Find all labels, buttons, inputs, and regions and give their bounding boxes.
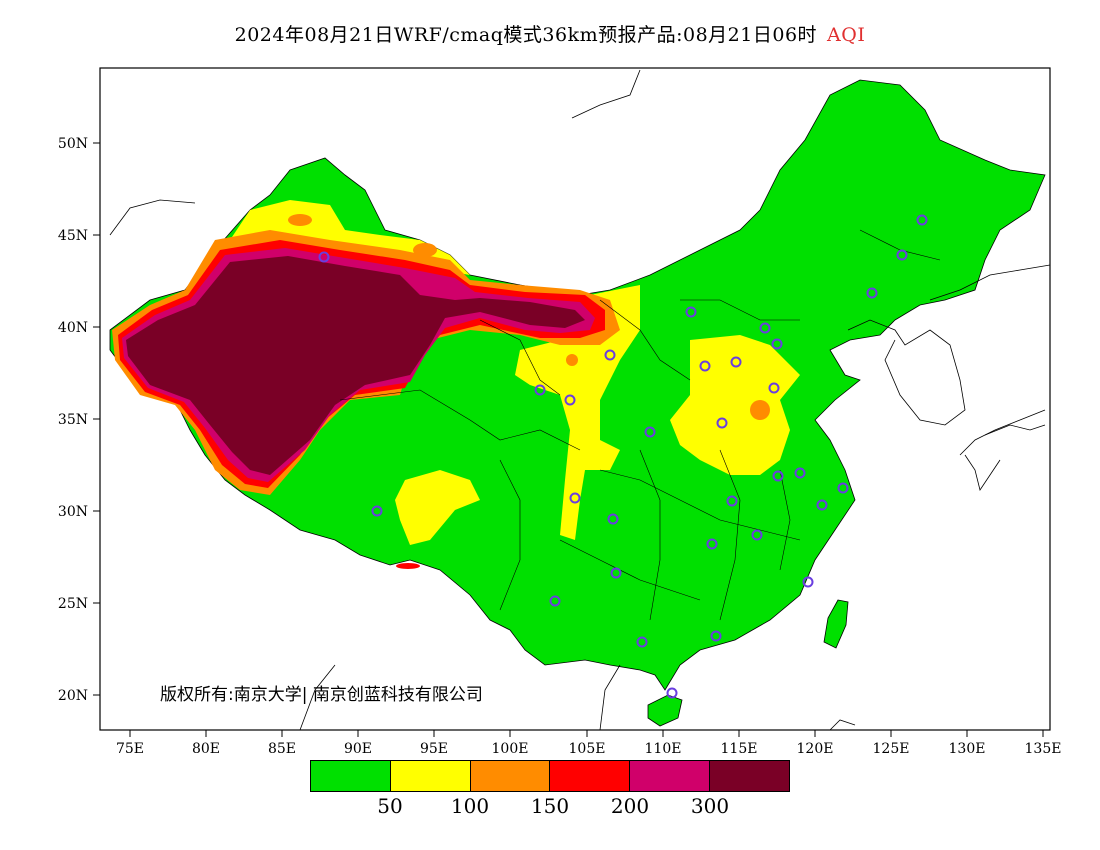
- colorbar-label: 50: [377, 794, 403, 818]
- colorbar-swatch-1: [311, 761, 391, 791]
- map-title: 2024年08月21日WRF/cmaq模式36km预报产品:08月21日06时 A…: [0, 20, 1100, 47]
- lon-label: 125E: [873, 741, 910, 757]
- lat-label: 30N: [58, 504, 88, 520]
- colorbar-label: 300: [690, 794, 730, 818]
- map-plot-area: [99, 67, 1051, 731]
- lon-label: 120E: [797, 741, 834, 757]
- colorbar-swatch-4: [550, 761, 631, 791]
- lon-label: 105E: [569, 741, 606, 757]
- map-frame: [99, 67, 1051, 731]
- lon-label: 80E: [192, 741, 220, 757]
- lon-label: 95E: [420, 741, 448, 757]
- colorbar-swatch-2: [390, 761, 471, 791]
- moderate-zone-north: [515, 285, 640, 540]
- hazardous-hotspot: [126, 256, 585, 475]
- lon-label: 135E: [1025, 741, 1062, 757]
- moderate-zone-sw: [395, 470, 480, 545]
- taiwan-island: [823, 599, 849, 649]
- pollution-spot-south: [396, 563, 420, 569]
- lon-label: 75E: [116, 741, 144, 757]
- copyright-notice: 版权所有:南京大学| 南京创蓝科技有限公司: [160, 685, 483, 705]
- lon-label: 85E: [268, 741, 296, 757]
- pollution-spot-east: [750, 400, 770, 420]
- colorbar-swatch-5: [630, 761, 711, 791]
- latitude-axis: 50N 45N 40N 35N 30N 25N 20N: [58, 136, 100, 704]
- lat-label: 25N: [58, 596, 88, 612]
- colorbar-label: 200: [610, 794, 650, 818]
- colorbar-label: 100: [450, 794, 490, 818]
- pollution-spot-xj: [413, 243, 437, 257]
- lon-label: 110E: [645, 741, 682, 757]
- pollution-spot-north: [566, 354, 578, 366]
- colorbar-label: 150: [530, 794, 570, 818]
- lon-label: 90E: [344, 741, 372, 757]
- lat-label: 40N: [58, 320, 88, 336]
- title-text: 2024年08月21日WRF/cmaq模式36km预报产品:08月21日06时: [234, 24, 818, 46]
- aqi-colorbar: [310, 760, 790, 792]
- lat-label: 50N: [58, 136, 88, 152]
- lon-label: 130E: [949, 741, 986, 757]
- colorbar-swatch-6: [710, 761, 789, 791]
- lat-label: 20N: [58, 688, 88, 704]
- pollution-spot-nw: [288, 214, 312, 226]
- longitude-axis: 75E 80E 85E 90E 95E 100E 105E 110E 115E …: [116, 730, 1062, 757]
- lon-label: 100E: [492, 741, 529, 757]
- lat-label: 35N: [58, 412, 88, 428]
- lat-label: 45N: [58, 228, 88, 244]
- lon-label: 115E: [721, 741, 758, 757]
- variable-label: AQI: [827, 24, 866, 46]
- city-markers: [318, 214, 928, 699]
- coastlines: [109, 69, 1051, 731]
- colorbar-swatch-3: [470, 761, 551, 791]
